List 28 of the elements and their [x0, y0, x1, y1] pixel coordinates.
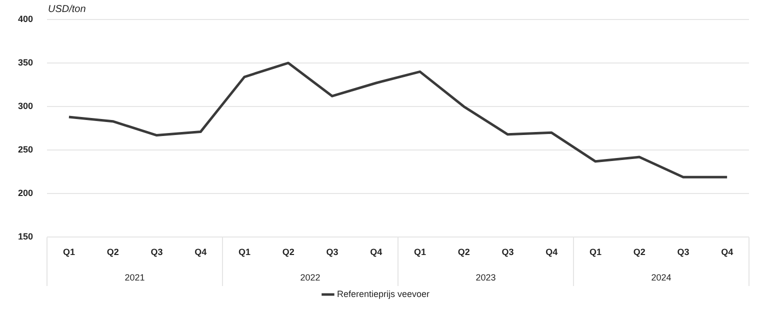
x-tick-label: Q3 — [677, 247, 690, 258]
x-tick-label: Q2 — [106, 247, 119, 258]
x-tick-label: Q4 — [194, 247, 207, 258]
text: 2021 — [124, 272, 145, 282]
x-tick-label: Q4 — [370, 247, 382, 258]
x-tick-label: Q4 — [721, 247, 734, 258]
x-tick-label: Q2 — [282, 247, 294, 258]
x-tick-label: Q1 — [238, 247, 250, 258]
x-tick-label: Q2 — [633, 247, 646, 258]
y-tick-label: 350 — [18, 57, 34, 68]
y-tick-label: 200 — [18, 188, 34, 198]
y-axis-title: USD/ton — [48, 4, 86, 15]
text: 2023 — [476, 272, 496, 282]
legend-label: Referentieprijs veevoer — [336, 288, 430, 299]
y-tick-label: 400 — [18, 14, 34, 24]
y-tick-label: 300 — [18, 101, 34, 112]
y-tick-label: 150 — [18, 232, 34, 242]
text: 2024 — [651, 272, 672, 282]
text: 2022 — [300, 272, 320, 282]
x-tick-label: Q4 — [546, 247, 558, 258]
x-tick-label: Q1 — [589, 247, 602, 258]
x-tick-label: Q1 — [414, 247, 426, 258]
x-tick-label: Q1 — [62, 247, 75, 258]
x-tick-label: Q3 — [502, 247, 514, 258]
x-tick-label: Q3 — [150, 247, 163, 258]
y-tick-label: 250 — [18, 144, 34, 155]
x-tick-label: Q3 — [326, 247, 338, 258]
x-tick-label: Q2 — [458, 247, 470, 258]
